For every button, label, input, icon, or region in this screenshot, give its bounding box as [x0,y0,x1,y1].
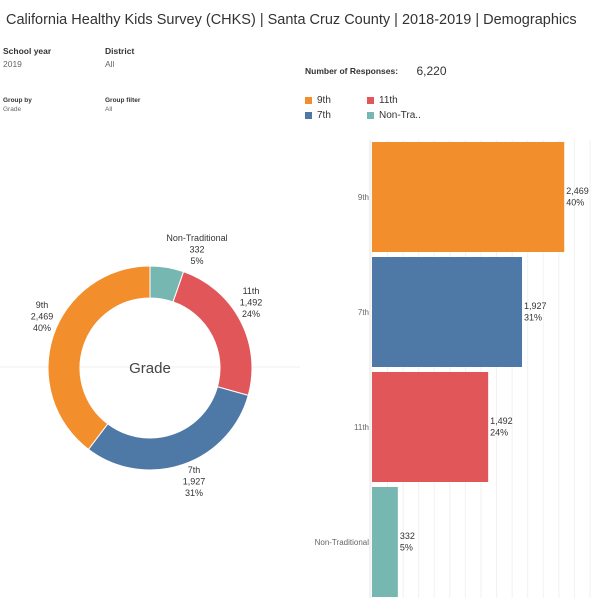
filter-label: School year [3,46,52,56]
legend-swatch [305,112,312,119]
bar-7th[interactable] [372,257,523,367]
filter-value[interactable]: All [105,59,115,69]
donut-slice-11th[interactable] [172,271,253,396]
filter-label: District [105,46,135,56]
filter-district[interactable]: District All [105,46,134,69]
legend-swatch [305,97,312,104]
responses-label: Number of Responses: [305,65,399,76]
bar-category-label: 11th [354,423,369,432]
donut-slice-7th[interactable] [87,386,249,471]
dashboard-title: California Healthy Kids Survey (CHKS) | … [6,12,577,28]
bar-chart: 9th 2,469 40% 7th 1,927 31% 11th 1,492 24% Non-Tr… [315,140,591,598]
donut-label-9th: 9th 2,469 40% [31,300,54,333]
filter-value[interactable]: Grade [3,106,22,113]
donut-center-label: Grade [129,360,171,377]
filter-group-by[interactable]: Group by Grade [3,97,32,113]
bar-non-traditional[interactable] [372,487,398,597]
legend-label: Non-Tra.. [379,110,421,121]
legend-item-11th[interactable]: 11th [367,95,398,106]
responses-value: 6,220 [416,63,447,78]
bar-data-label: 1,927 31% [524,301,547,323]
bar-category-label: 7th [358,308,369,317]
filter-group-filter[interactable]: Group filter All [105,97,140,113]
filter-school-year[interactable]: School year 2019 [3,46,51,69]
donut-label-7th: 7th 1,927 31% [183,465,206,498]
bar-category-label: 9th [358,193,369,202]
donut-slice-9th[interactable] [47,265,151,451]
bar-9th[interactable] [372,142,565,252]
legend-item-non-traditional[interactable]: Non-Tra.. [367,110,421,121]
donut-chart: Non-Traditional 332 5% 11th 1,492 24% 7th 1,927… [31,233,263,498]
bar-data-label: 332 5% [400,531,415,553]
filter-label: Group filter [105,97,141,104]
donut-label-non-traditional: Non-Traditional 332 5% [166,233,227,266]
bar-category-label: Non-Traditional [315,538,370,547]
donut-label-11th: 11th 1,492 24% [240,286,263,319]
legend-item-7th[interactable]: 7th [305,110,331,121]
legend-label: 9th [317,95,331,106]
responses-count: Number of Responses: 6,220 [305,62,447,80]
filter-value[interactable]: All [105,106,113,113]
legend-swatch [367,112,374,119]
bar-11th[interactable] [372,372,489,482]
legend-item-9th[interactable]: 9th [305,95,331,106]
legend-label: 7th [317,110,331,121]
legend-label: 11th [379,95,398,106]
filter-label: Group by [3,97,32,104]
bar-data-label: 2,469 40% [566,186,589,208]
filter-value[interactable]: 2019 [3,59,22,69]
legend-swatch [367,97,374,104]
bar-data-label: 1,492 24% [490,416,513,438]
